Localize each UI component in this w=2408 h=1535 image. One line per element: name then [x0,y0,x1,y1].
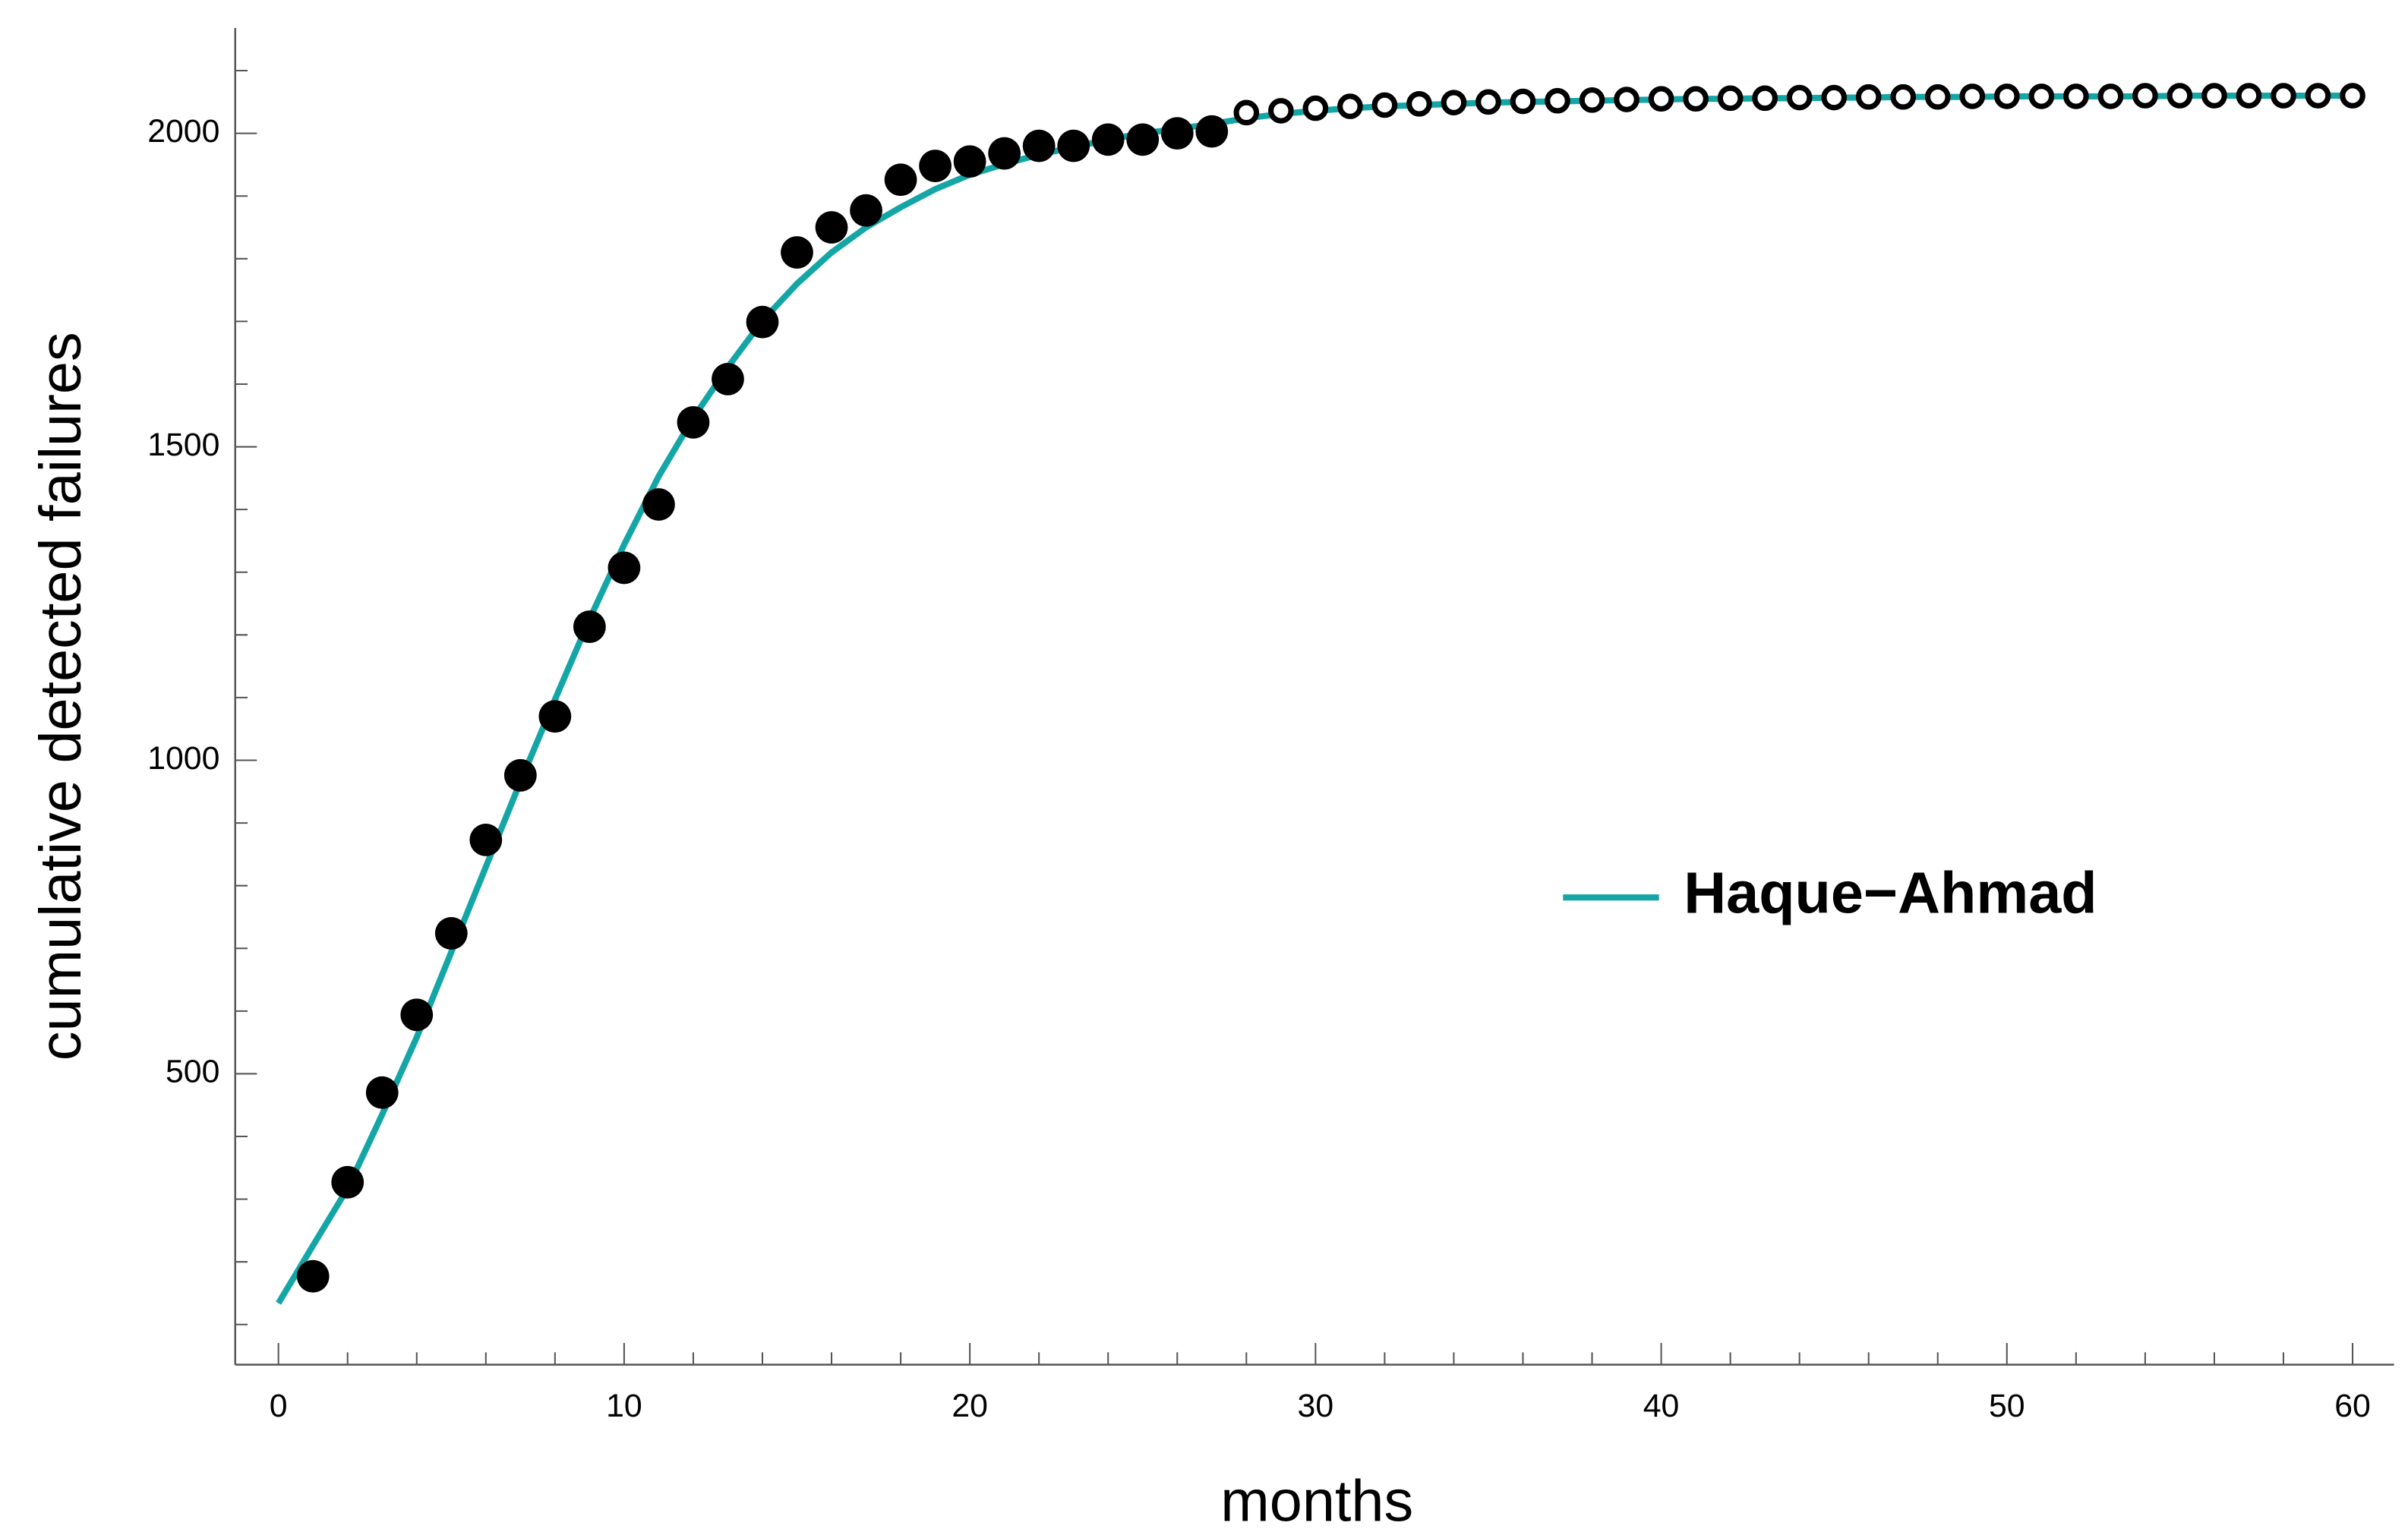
observed-point [1022,129,1056,162]
predicted-point [2097,84,2124,109]
predicted-point [2132,83,2158,109]
predicted-point [1786,84,1813,111]
observed-point [538,700,572,733]
observed-point [1057,129,1090,162]
observed-point [296,1259,330,1293]
observed-point [781,236,813,269]
y-axis-title: cumulative detected failures [28,332,93,1061]
observed-point [573,610,606,643]
predicted-point [2201,83,2227,109]
predicted-point [1924,84,1951,110]
predicted-point [1337,93,1363,119]
predicted-point [2340,83,2365,109]
x-tick-label: 10 [606,1388,642,1424]
y-tick-label: 2000 [147,113,219,150]
x-tick-label: 50 [1989,1388,2025,1424]
predicted-point [1233,99,1260,126]
predicted-point [1752,85,1778,112]
predicted-point [1510,88,1536,115]
predicted-point [1890,84,1917,110]
x-tick-label: 40 [1643,1388,1680,1424]
observed-point [400,998,434,1032]
y-tick-label: 1000 [147,740,219,777]
predicted-point [1579,87,1605,113]
x-tick-label: 60 [2334,1388,2371,1424]
observed-point [677,405,710,439]
y-tick-label: 500 [166,1054,219,1090]
predicted-point [1717,85,1744,112]
observed-point [988,137,1021,170]
predicted-point [2167,83,2193,109]
observed-point [1160,117,1194,150]
observed-point [746,305,779,339]
observed-point [365,1076,399,1109]
predicted-point [1821,84,1848,111]
observed-point [331,1165,365,1199]
predicted-point [1959,84,1986,109]
predicted-point [1371,92,1398,118]
predicted-point [1683,86,1709,112]
x-tick-label: 20 [952,1388,988,1424]
observed-point [1195,115,1229,148]
x-tick-label: 30 [1298,1388,1334,1424]
predicted-point [1648,86,1674,112]
observed-point [608,551,641,585]
observed-point [1126,123,1160,156]
observed-point [919,150,952,182]
predicted-point [2271,83,2296,109]
observed-point [642,488,675,521]
predicted-point [2063,84,2089,109]
observed-point [712,362,744,396]
observed-point [815,211,848,244]
predicted-point [1302,95,1329,121]
predicted-point [2236,83,2262,109]
observed-point [953,145,986,178]
predicted-point [1993,84,2020,109]
predicted-point [1406,90,1432,117]
legend-label: Haque−Ahmad [1684,861,2097,926]
predicted-point [1614,87,1640,112]
predicted-point [1475,89,1501,115]
predicted-point [2305,83,2331,109]
observed-point [434,917,468,950]
predicted-point [2028,84,2055,109]
y-tick-label: 1500 [147,427,219,463]
x-axis-title: months [1220,1468,1413,1533]
x-tick-label: 0 [270,1388,288,1424]
predicted-point [1545,87,1570,114]
fit-line [276,92,2353,1305]
predicted-point [1855,84,1882,110]
observed-point [469,823,503,856]
observed-point [884,163,917,197]
predicted-point [1441,90,1467,115]
observed-point [503,758,537,792]
observed-point [850,194,882,227]
observed-point [1091,123,1125,156]
predicted-point [1268,98,1294,124]
